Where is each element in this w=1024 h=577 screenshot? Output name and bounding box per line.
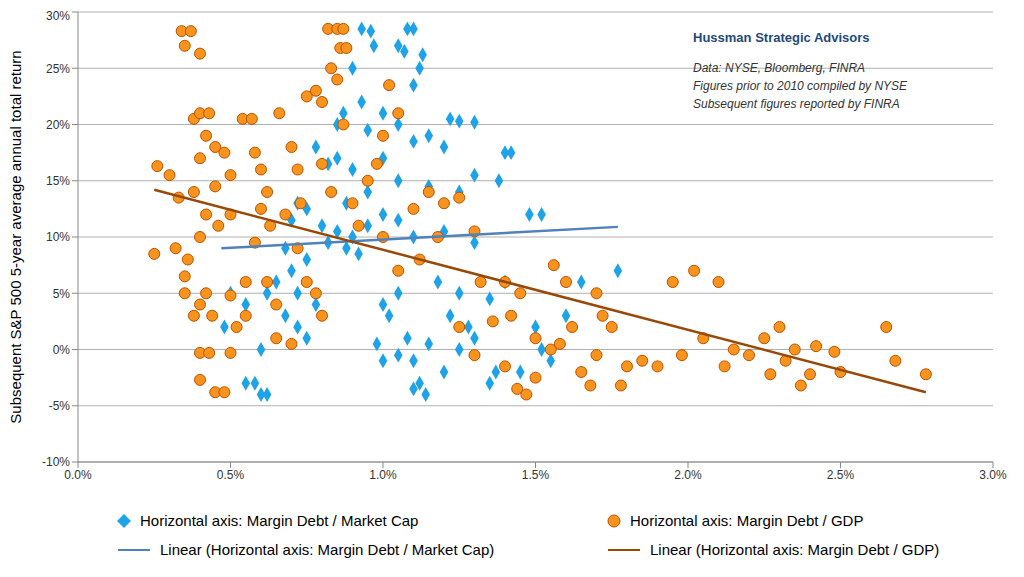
html-text:Hussman Strategic Advisors: Hussman Strategic Advisors: [693, 30, 870, 45]
html-text:Horizontal axis: Margin Debt /: Horizontal axis: Margin Debt / GDP: [630, 512, 864, 529]
svg-text:15%: 15%: [46, 174, 70, 188]
svg-text:10%: 10%: [46, 230, 70, 244]
svg-text:30%: 30%: [46, 9, 70, 23]
html-text:Linear (Horizontal axis: Margi: Linear (Horizontal axis: Margin Debt / M…: [160, 541, 495, 558]
svg-text:0.0%: 0.0%: [64, 468, 92, 482]
svg-text:1.5%: 1.5%: [522, 468, 550, 482]
html-text:Data: NYSE, Bloomberg, FINRA: Data: NYSE, Bloomberg, FINRA: [693, 61, 866, 75]
svg-text:-10%: -10%: [42, 455, 70, 469]
svg-text:25%: 25%: [46, 62, 70, 76]
svg-text:3.0%: 3.0%: [979, 468, 1007, 482]
html-text:Linear (Horizontal axis: Margi: Linear (Horizontal axis: Margin Debt / G…: [650, 541, 940, 558]
svg-text:2.5%: 2.5%: [827, 468, 855, 482]
svg-text:0.5%: 0.5%: [217, 468, 245, 482]
html-text:Subsequent figures reported by: Subsequent figures reported by FINRA: [693, 97, 900, 111]
html-text:Horizontal axis: Margin Debt /: Horizontal axis: Margin Debt / Market Ca…: [140, 512, 419, 529]
svg-text:Subsequent S&P 500 5-year aver: Subsequent S&P 500 5-year average annual…: [8, 50, 24, 423]
html-text:Figures prior to 2010 compiled: Figures prior to 2010 compiled by NYSE: [693, 79, 908, 93]
svg-text:1.0%: 1.0%: [369, 468, 397, 482]
svg-text:0%: 0%: [53, 343, 71, 357]
svg-text:20%: 20%: [46, 118, 70, 132]
svg-text:-5%: -5%: [49, 399, 71, 413]
svg-text:2.0%: 2.0%: [674, 468, 702, 482]
svg-text:5%: 5%: [53, 287, 71, 301]
